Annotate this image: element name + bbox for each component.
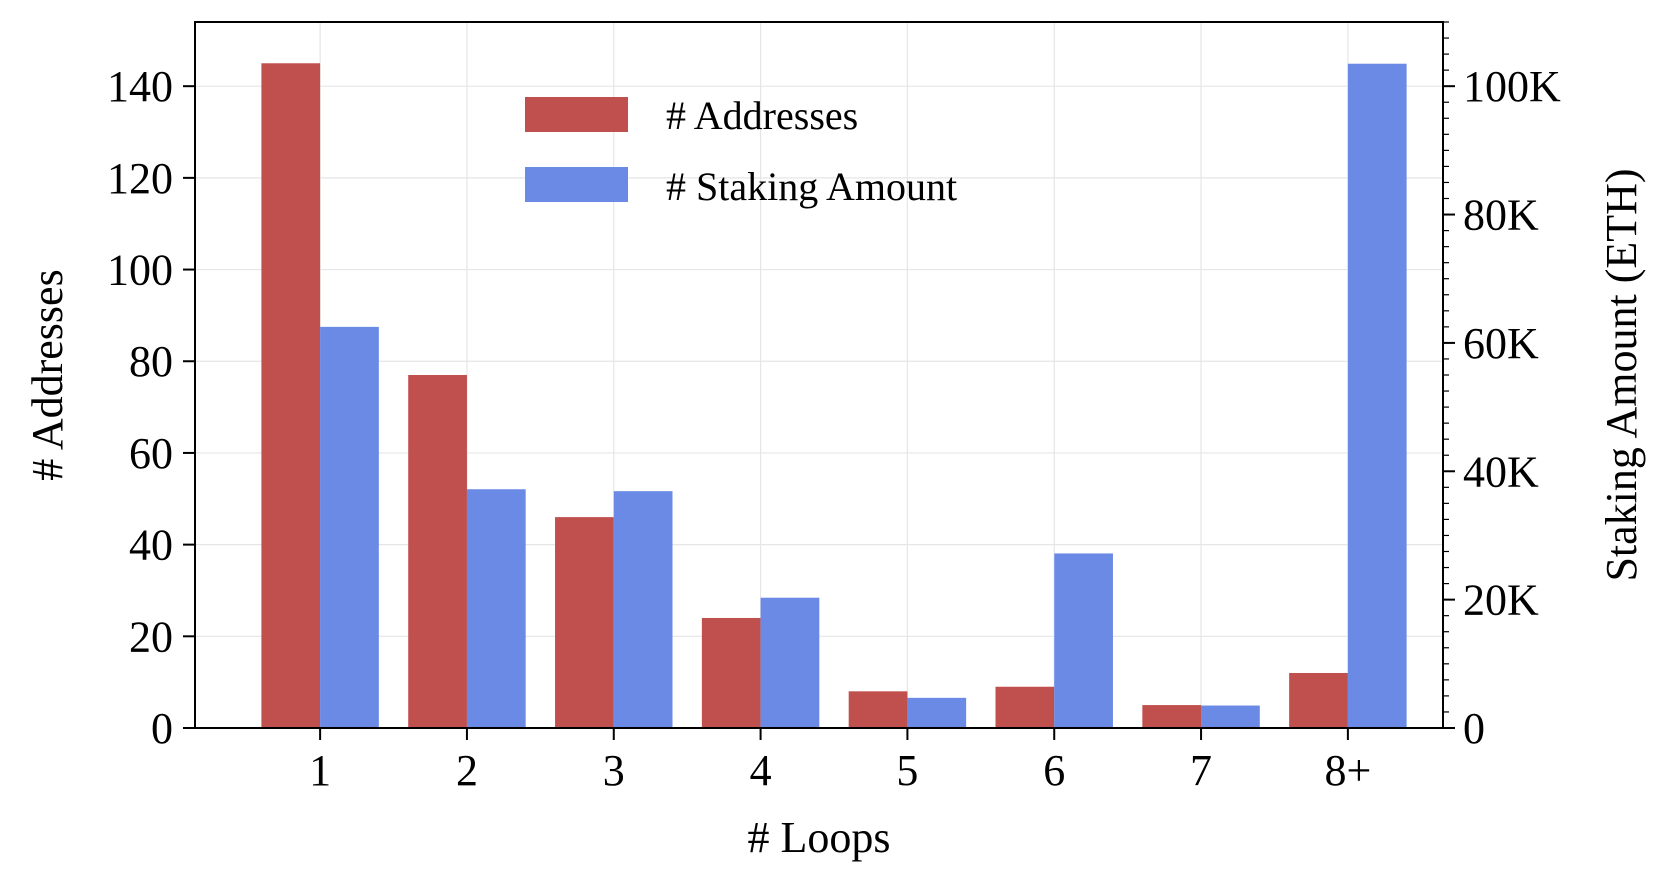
y-left-tick-label-3: 60 <box>129 429 173 478</box>
x-tick-label-5: 6 <box>1043 746 1065 795</box>
bar-staking-amount-0 <box>320 326 379 728</box>
bar-staking-amount-5 <box>1054 553 1113 728</box>
tick-labels: 1 2 3 4 5 6 7 8+ 0 20 40 60 80 100 120 140 0 20K 40K 60K 80K… <box>107 62 1561 795</box>
bar-addresses-2 <box>555 517 614 728</box>
y-left-tick-label-4: 80 <box>129 337 173 386</box>
x-tick-label-7: 8+ <box>1324 746 1371 795</box>
y-right-tick-label-2: 40K <box>1463 447 1539 496</box>
bar-addresses-0 <box>261 63 321 728</box>
bar-addresses-1 <box>408 375 467 728</box>
x-tick-label-2: 3 <box>603 746 625 795</box>
x-tick-label-6: 7 <box>1190 746 1212 795</box>
y-right-tick-label-3: 60K <box>1463 319 1539 368</box>
bar-addresses-6 <box>1142 705 1202 728</box>
legend-swatch-addresses <box>525 97 628 132</box>
bar-staking-amount-7 <box>1347 63 1407 728</box>
y-left-tick-label-7: 140 <box>107 62 173 111</box>
bar-staking-amount-4 <box>907 697 967 728</box>
bar-staking-amount-3 <box>760 597 820 728</box>
bar-staking-amount-6 <box>1201 705 1260 728</box>
y-left-tick-label-2: 40 <box>129 521 173 570</box>
x-axis-title: # Loops <box>748 813 891 862</box>
legend-swatch-staking-amount <box>525 167 628 202</box>
bar-staking-amount-2 <box>613 491 673 728</box>
bar-addresses-7 <box>1289 672 1348 728</box>
x-tick-label-1: 2 <box>456 746 478 795</box>
bars <box>261 63 1407 728</box>
legend-label-addresses: # Addresses <box>666 93 858 138</box>
x-tick-label-0: 1 <box>309 746 331 795</box>
y-left-tick-label-6: 120 <box>107 154 173 203</box>
x-tick-label-3: 4 <box>750 746 772 795</box>
y-left-tick-label-1: 20 <box>129 612 173 661</box>
axis-ticks <box>183 21 1455 740</box>
bar-staking-amount-1 <box>466 489 526 728</box>
x-tick-label-4: 5 <box>896 746 918 795</box>
legend-label-staking-amount: # Staking Amount <box>666 164 957 209</box>
bar-addresses-3 <box>701 617 761 728</box>
y-right-tick-label-1: 20K <box>1463 576 1539 625</box>
legend: # Addresses # Staking Amount <box>525 93 957 209</box>
bar-addresses-5 <box>995 686 1055 728</box>
bar-addresses-4 <box>848 691 908 728</box>
y-right-tick-label-4: 80K <box>1463 191 1539 240</box>
y-axis-title-right: Staking Amount (ETH) <box>1597 168 1646 581</box>
y-right-tick-label-5: 100K <box>1463 62 1561 111</box>
y-left-tick-label-5: 100 <box>107 246 173 295</box>
y-axis-title-left: # Addresses <box>23 269 72 480</box>
y-right-tick-label-0: 0 <box>1463 704 1485 753</box>
y-left-tick-label-0: 0 <box>151 704 173 753</box>
